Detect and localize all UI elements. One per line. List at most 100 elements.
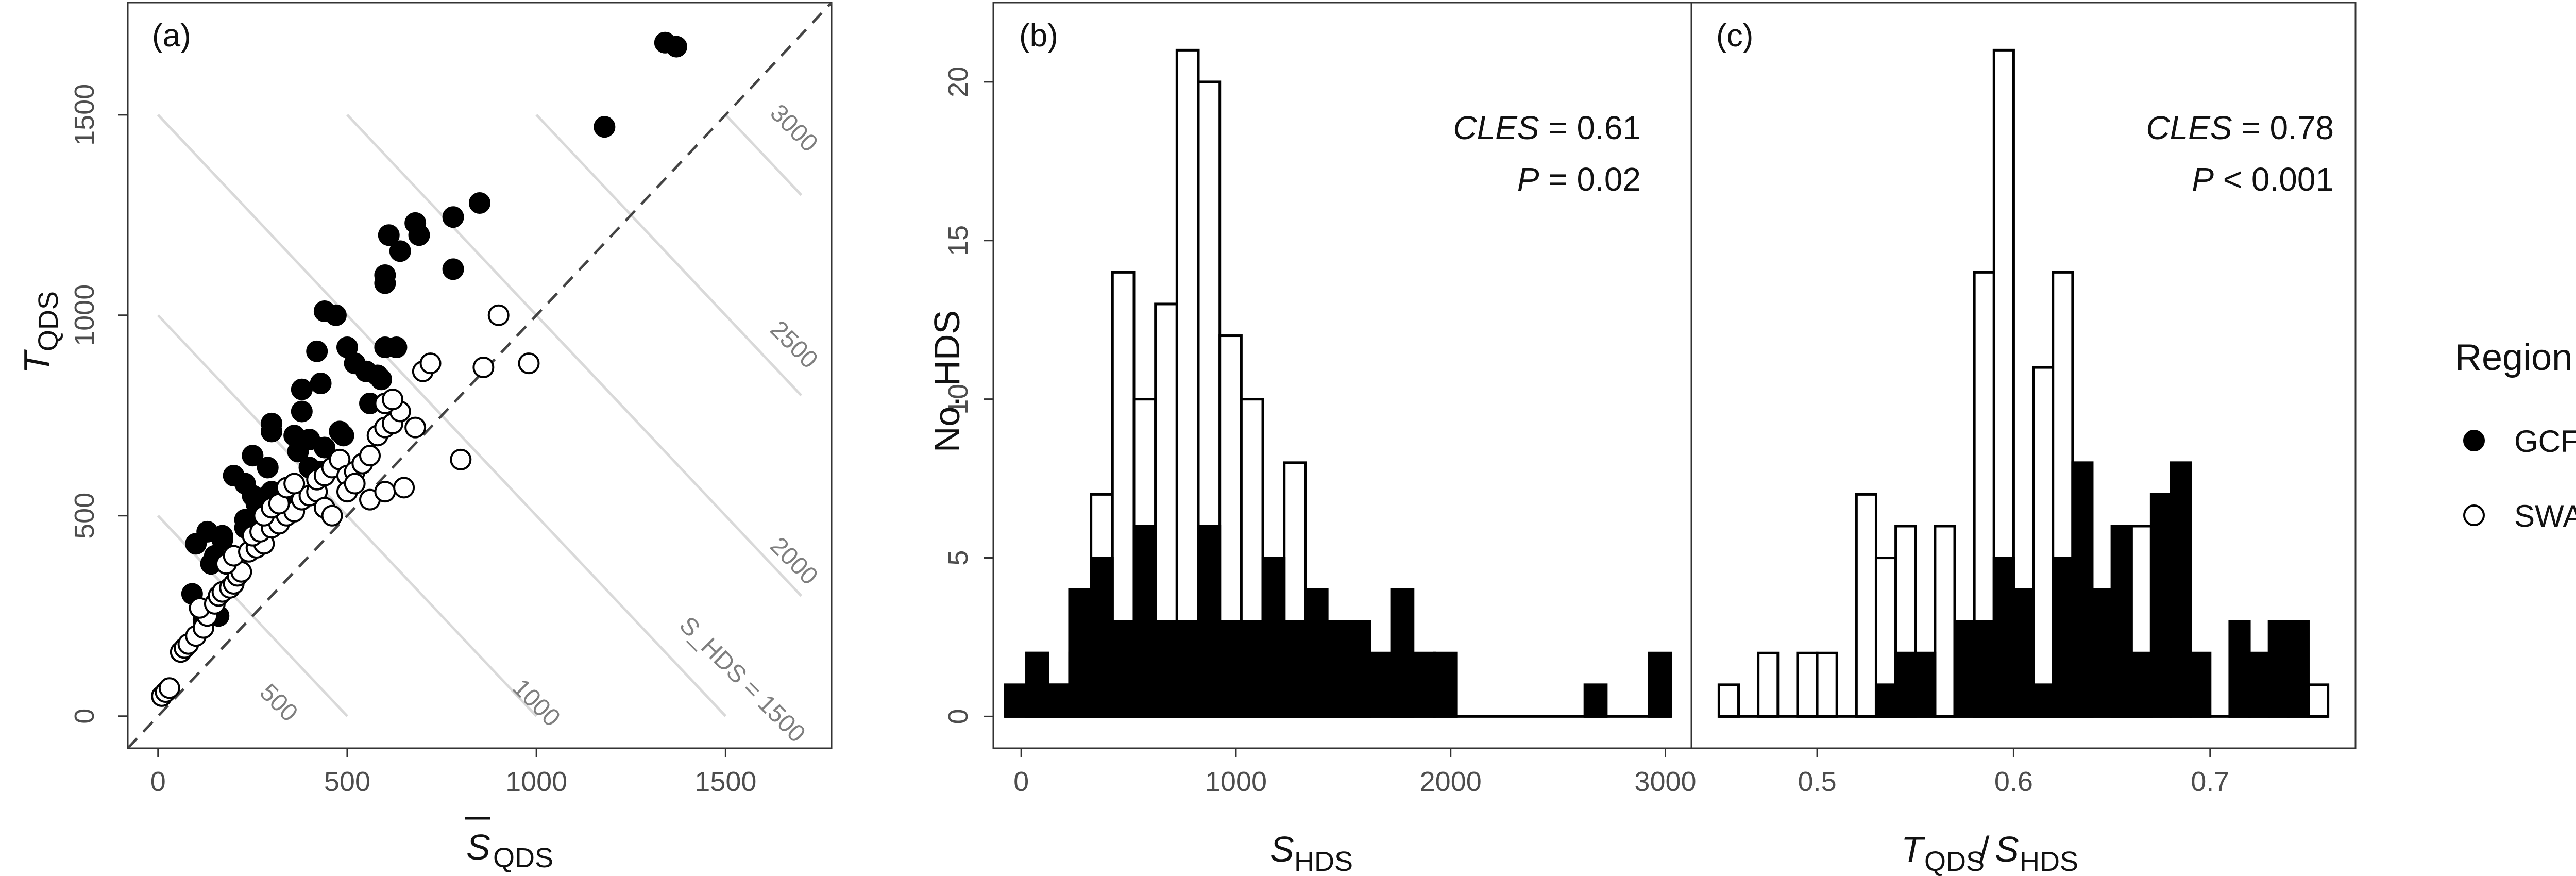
x-tick-label: 1500	[694, 766, 756, 797]
gcfr-bar	[1025, 651, 1049, 718]
gcfr-point	[325, 304, 347, 326]
gcfr-bar	[2287, 620, 2310, 718]
gcfr-bar	[1648, 651, 1672, 718]
legend-label-swafr: SWAFR	[2514, 499, 2576, 533]
panel-a-label: (a)	[152, 18, 191, 54]
svg-text:S: S	[1270, 829, 1294, 869]
gcfr-bar	[1326, 620, 1350, 718]
x-tick-label: 0.6	[1994, 766, 2033, 797]
gcfr-bar	[1111, 620, 1136, 718]
x-axis-title: S HDS	[1270, 829, 1353, 876]
gcfr-bar	[1583, 683, 1608, 718]
gcfr-bar	[2189, 651, 2212, 718]
swafr-bar	[1855, 493, 1877, 718]
cles-annotation: CLES = 0.61	[1453, 109, 1641, 146]
gcfr-bar	[1874, 683, 1897, 718]
histogram-bars	[1004, 48, 1672, 718]
gcfr-point	[385, 336, 408, 359]
gcfr-bar	[1175, 620, 1200, 718]
gcfr-point	[291, 378, 313, 400]
x-tick-label: 0.7	[2191, 766, 2229, 797]
x-tick-label: 3000	[1634, 766, 1696, 797]
swafr-point	[283, 473, 306, 495]
svg-text:S: S	[1995, 829, 2019, 869]
gcfr-point	[185, 533, 207, 555]
swafr-point	[404, 416, 427, 439]
gcfr-point	[261, 420, 283, 443]
swafr-point	[450, 448, 472, 470]
panel-b: 0 1000 2000 3000 0 5 10 15 20 (b) CLES = 0.61 P…	[927, 2, 1699, 876]
panel-c-label: (c)	[1716, 18, 1753, 54]
x-axis-title: S QDS	[465, 817, 553, 873]
gcfr-bar	[1412, 651, 1436, 718]
svg-text:S: S	[466, 827, 490, 867]
x-axis-title: T QDS / S HDS	[1901, 829, 2078, 876]
gcfr-bar	[1390, 588, 1415, 718]
svg-text:QDS: QDS	[493, 843, 553, 873]
y-tick-label: 1000	[69, 284, 100, 346]
swafr-bar	[1757, 651, 1780, 718]
swafr-point	[518, 352, 540, 375]
gcfr-bar	[1368, 651, 1393, 718]
swafr-point	[472, 356, 495, 378]
gcfr-point	[408, 224, 430, 246]
isoline	[535, 114, 803, 397]
swafr-point	[374, 481, 396, 503]
gcfr-bar	[1283, 620, 1307, 718]
y-tick-label: 20	[943, 66, 974, 97]
swafr-point	[359, 445, 381, 467]
swafr-point	[344, 473, 366, 495]
y-axis-title: T QDS	[16, 291, 64, 374]
swafr-point	[487, 304, 510, 326]
p-annotation: P = 0.02	[1517, 161, 1641, 198]
gcfr-point	[291, 400, 313, 423]
gcfr-bar	[1090, 557, 1114, 718]
y-axis-ticks: 0 500 1000 1500	[69, 84, 128, 724]
x-tick-label: 0	[1013, 766, 1029, 797]
gcfr-point	[374, 272, 396, 294]
gcfr-bar	[2130, 651, 2153, 718]
svg-text:T: T	[1901, 829, 1925, 869]
gcfr-bar	[2267, 620, 2290, 718]
legend: Region GCFR SWAFR	[2455, 337, 2576, 533]
gcfr-point	[287, 441, 309, 463]
gcfr-point	[370, 368, 393, 391]
x-tick-label: 1000	[505, 766, 567, 797]
gcfr-bar	[1953, 620, 1976, 718]
gcfr-bar	[2228, 620, 2251, 718]
gcfr-point	[442, 206, 464, 228]
gcfr-point	[378, 224, 400, 246]
gcfr-bar	[2052, 557, 2074, 718]
swafr-point	[419, 352, 442, 375]
gcfr-point	[594, 116, 616, 138]
y-tick-label: 500	[69, 493, 100, 539]
y-tick-label: 0	[943, 709, 974, 724]
swafr-point	[158, 677, 180, 699]
gcfr-bar	[2248, 651, 2270, 718]
gcfr-point	[257, 457, 279, 479]
swafr-bar	[1796, 651, 1819, 718]
swafr-point	[321, 504, 343, 527]
gcfr-point	[332, 425, 354, 447]
legend-label-gcfr: GCFR	[2514, 424, 2576, 459]
swafr-point	[393, 477, 415, 499]
y-axis-ticks: 0 5 10 15 20	[943, 66, 993, 724]
svg-text:T: T	[16, 349, 57, 374]
y-tick-label: 1500	[69, 84, 100, 146]
p-annotation: P < 0.001	[2192, 161, 2334, 198]
swafr-bar	[1934, 525, 1956, 718]
y-axis-title: No. HDS	[927, 310, 967, 452]
gcfr-point	[306, 340, 328, 362]
swafr-bar	[2032, 366, 2055, 718]
svg-text:/: /	[1979, 829, 1990, 869]
legend-title: Region	[2455, 337, 2572, 378]
gcfr-point	[313, 436, 335, 459]
gcfr-bar	[1973, 620, 1995, 718]
gcfr-bar	[1433, 651, 1458, 718]
swafr-point	[382, 389, 404, 411]
gcfr-bar	[1197, 525, 1222, 718]
x-axis-ticks: 0 1000 2000 3000	[1013, 748, 1697, 797]
svg-text:QDS: QDS	[1924, 846, 1985, 876]
